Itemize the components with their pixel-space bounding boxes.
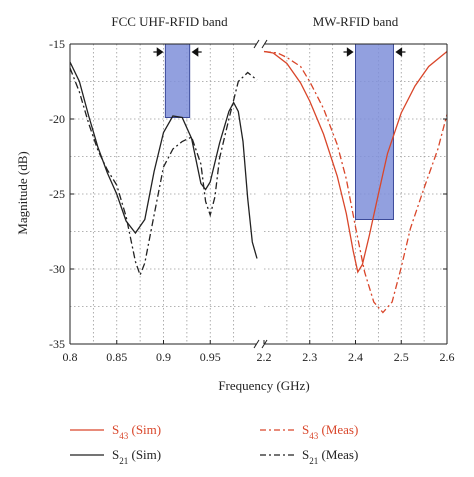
series-line-s43-sim [263,50,448,274]
annotations: FCC UHF-RFID band MW-RFID band [111,14,406,57]
x-tick-label: 0.8 [63,350,78,364]
legend-entry: S43 (Sim) [112,422,161,441]
band-rect [164,43,191,118]
band-highlights [164,43,394,220]
x-tick-label: 2.6 [440,350,455,364]
y-tick-label: -35 [49,337,65,351]
band-arrow-left [343,47,354,57]
axis-break-mark [253,339,260,349]
legend: S43 (Sim) S43 (Meas) S21 (Sim) S21 (Meas) [70,422,358,466]
x-tick-label: 0.85 [106,350,127,364]
series-lines [69,50,448,314]
legend-entry: S21 (Meas) [302,447,358,466]
legend-entry: S21 (Sim) [112,447,161,466]
x-tick-label: 2.4 [348,350,363,364]
x-axis-label: Frequency (GHz) [218,378,309,393]
band-arrow-right [395,47,406,57]
x-tick-label: 2.5 [394,350,409,364]
x-tick-label: 0.95 [200,350,221,364]
y-axis-label: Magnitude (dB) [15,151,30,234]
y-tick-label: -20 [49,112,65,126]
band-arrow-right [191,47,202,57]
y-tick-label: -15 [49,37,65,51]
legend-entry: S43 (Meas) [302,422,358,441]
y-tick-label: -25 [49,187,65,201]
axis-break-gap [257,339,264,349]
series-line-s21-meas [69,67,258,277]
grid [70,44,447,344]
axis-ticks: -15 -20 -25 -30 -350.8 0.85 0.9 0.95 2.2 2.3 2.4 2.… [49,37,455,364]
band-annotation-label: MW-RFID band [313,14,399,29]
axis-break-gap [257,39,264,49]
x-tick-label: 2.3 [302,350,317,364]
band-rect [355,43,394,220]
y-tick-label: -30 [49,262,65,276]
band-annotation-label: FCC UHF-RFID band [111,14,228,29]
series-line-s21-sim [69,61,258,259]
x-tick-label: 0.9 [156,350,171,364]
band-arrow-left [153,47,164,57]
axis-break-mark [261,39,268,49]
axis-break-mark [253,39,260,49]
x-tick-label: 2.2 [257,350,272,364]
